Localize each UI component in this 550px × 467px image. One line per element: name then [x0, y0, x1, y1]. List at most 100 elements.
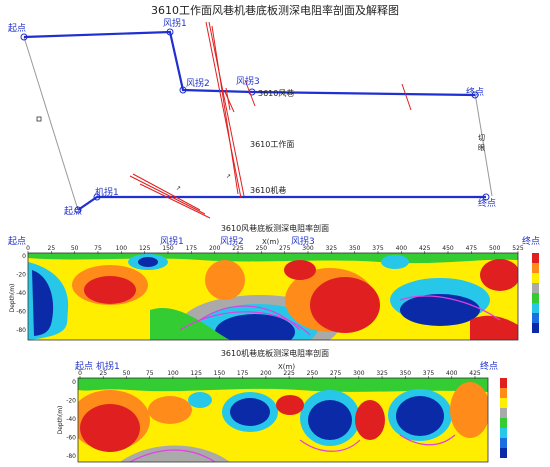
section1-x-tick: 500	[489, 245, 501, 252]
section1-fengguai3-label: 风拐3	[291, 235, 315, 247]
section2-x-tick: 175	[237, 370, 249, 377]
section2-title: 3610机巷底板测深电阻率剖面	[221, 348, 329, 358]
section2-y-tick: 0	[72, 379, 76, 386]
figure-title: 3610工作面风巷机巷底板测深电阻率剖面及解释图	[151, 3, 399, 17]
plan-small-square	[36, 116, 42, 122]
section1-end-label: 终点	[522, 235, 540, 247]
section2-legend	[500, 378, 507, 458]
section1-x-tick: 525	[512, 245, 524, 252]
plan-end-label: 终点	[466, 86, 484, 98]
section1-x-tick: 375	[372, 245, 384, 252]
plan-fengguai2-label: 风拐2	[186, 77, 210, 89]
plan-fengguai1-label: 风拐1	[163, 17, 187, 29]
section2-x-tick: 0	[78, 370, 82, 377]
plan-qieyan-label-2: 眼	[478, 144, 485, 152]
plan-view: ↗ ↗ 起点 风拐1 风拐2 风拐3 3610风巷 终点 3610工作面 361…	[8, 17, 496, 219]
section2-x-tick: 50	[123, 370, 131, 377]
section2-yaxis-label: Depth(m)	[57, 406, 64, 435]
section1-x-tick: 250	[256, 245, 268, 252]
section1-y-tick: -80	[16, 327, 26, 334]
plan-end2-label: 终点	[478, 197, 496, 209]
section1-x-tick: 475	[466, 245, 478, 252]
fengxiang-line	[23, 30, 476, 97]
section2-x-tick: 100	[167, 370, 179, 377]
plan-small-label1: ↗	[176, 185, 181, 192]
section1-xaxis-label: X(m)	[262, 238, 279, 246]
plan-jixiang-label: 3610机巷	[250, 185, 286, 195]
section1-x-tick: 325	[326, 245, 338, 252]
plan-start-marker	[20, 33, 28, 41]
section2-y-tick: -20	[66, 398, 76, 405]
section1-y-tick: 0	[22, 253, 26, 260]
section1-x-tick: 300	[302, 245, 314, 252]
section2-x-tick: 150	[214, 370, 226, 377]
section1-x-tick: 125	[139, 245, 151, 252]
section1-x-tick: 450	[442, 245, 454, 252]
plan-small-label2: ↗	[226, 173, 231, 180]
section1-x-tick: 75	[94, 245, 102, 252]
section1-x-tick: 0	[26, 245, 30, 252]
section2-x-tick: 200	[260, 370, 272, 377]
section1-yaxis-label: Depth(m)	[9, 284, 16, 313]
section1-x-tick: 425	[419, 245, 431, 252]
section2-x-tick: 300	[353, 370, 365, 377]
section2-contour	[78, 378, 488, 462]
plan-fengguai3-label: 风拐3	[236, 75, 260, 87]
section2-x-tick: 325	[376, 370, 388, 377]
section2-x-tick: 125	[190, 370, 202, 377]
plan-jiguai1-marker	[93, 193, 101, 201]
section2-x-tick: 25	[99, 370, 107, 377]
section2-x-tick: 375	[423, 370, 435, 377]
section2-frame	[77, 377, 489, 463]
section1-title: 3610风巷底板测深电阻率剖面	[221, 223, 329, 233]
section1-y-tick: -60	[16, 309, 26, 316]
fault-lines	[129, 21, 412, 219]
plan-fengguai2-marker	[179, 86, 187, 94]
plan-fengxiang-label: 3610风巷	[258, 89, 294, 98]
plan-fengguai1-marker	[166, 28, 174, 36]
section1-fengguai2-label: 风拐2	[220, 235, 244, 247]
section2-x-tick: 350	[400, 370, 412, 377]
section2-x-tick: 250	[307, 370, 319, 377]
section2-xticks: 0 25 50 75 100 125 150 175 200 225 250 275 300 325 350…	[78, 370, 481, 379]
section1-x-tick: 200	[209, 245, 221, 252]
section1-frame	[27, 252, 519, 341]
section2-xaxis-label: X(m)	[278, 363, 295, 371]
section1-x-tick: 400	[396, 245, 408, 252]
plan-start2-marker	[74, 206, 82, 214]
plan-end-marker	[471, 91, 479, 99]
section2-jiguai1-label: 机拐1	[96, 360, 120, 372]
plan-start2-label: 起点	[64, 206, 82, 217]
section2-end-label: 终点	[480, 360, 498, 372]
section2-yticks: 0 -20 -40 -60 -80	[66, 379, 76, 460]
section1-x-tick: 275	[279, 245, 291, 252]
section1-legend	[532, 253, 539, 333]
section2-x-tick: 400	[446, 370, 458, 377]
plan-qieyan-label-1: 切	[478, 134, 485, 142]
section2-x-tick: 275	[330, 370, 342, 377]
section1-start-label: 起点	[8, 236, 26, 247]
section2-x-tick: 75	[146, 370, 154, 377]
plan-end2-marker	[482, 193, 490, 201]
section2: 3610机巷底板测深电阻率剖面 起点 机拐1 终点 X(m)	[57, 348, 507, 463]
section1-x-tick: 100	[116, 245, 128, 252]
plan-gongzuomian-label: 3610工作面	[250, 139, 294, 149]
section1-fengguai1-label: 风拐1	[160, 235, 184, 247]
section2-y-tick: -40	[66, 416, 76, 423]
section1-x-tick: 350	[349, 245, 361, 252]
section2-y-tick: -60	[66, 435, 76, 442]
section1: 3610风巷底板测深电阻率剖面	[8, 223, 540, 341]
plan-fengguai3-marker	[248, 88, 256, 96]
section1-y-tick: -20	[16, 272, 26, 279]
section1-x-tick: 50	[71, 245, 79, 252]
plan-right-boundary	[474, 92, 493, 197]
section1-xticks: 0 25 50 75 100 125 150 175 200 225 250 275 300 325 350…	[26, 245, 524, 254]
section1-x-tick: 225	[232, 245, 244, 252]
section1-x-tick: 175	[186, 245, 198, 252]
section1-x-tick: 150	[162, 245, 174, 252]
jixiang-line	[77, 195, 486, 211]
section1-contour	[28, 253, 518, 340]
section2-start-label: 起点	[75, 361, 93, 372]
plan-left-boundary	[23, 36, 79, 211]
